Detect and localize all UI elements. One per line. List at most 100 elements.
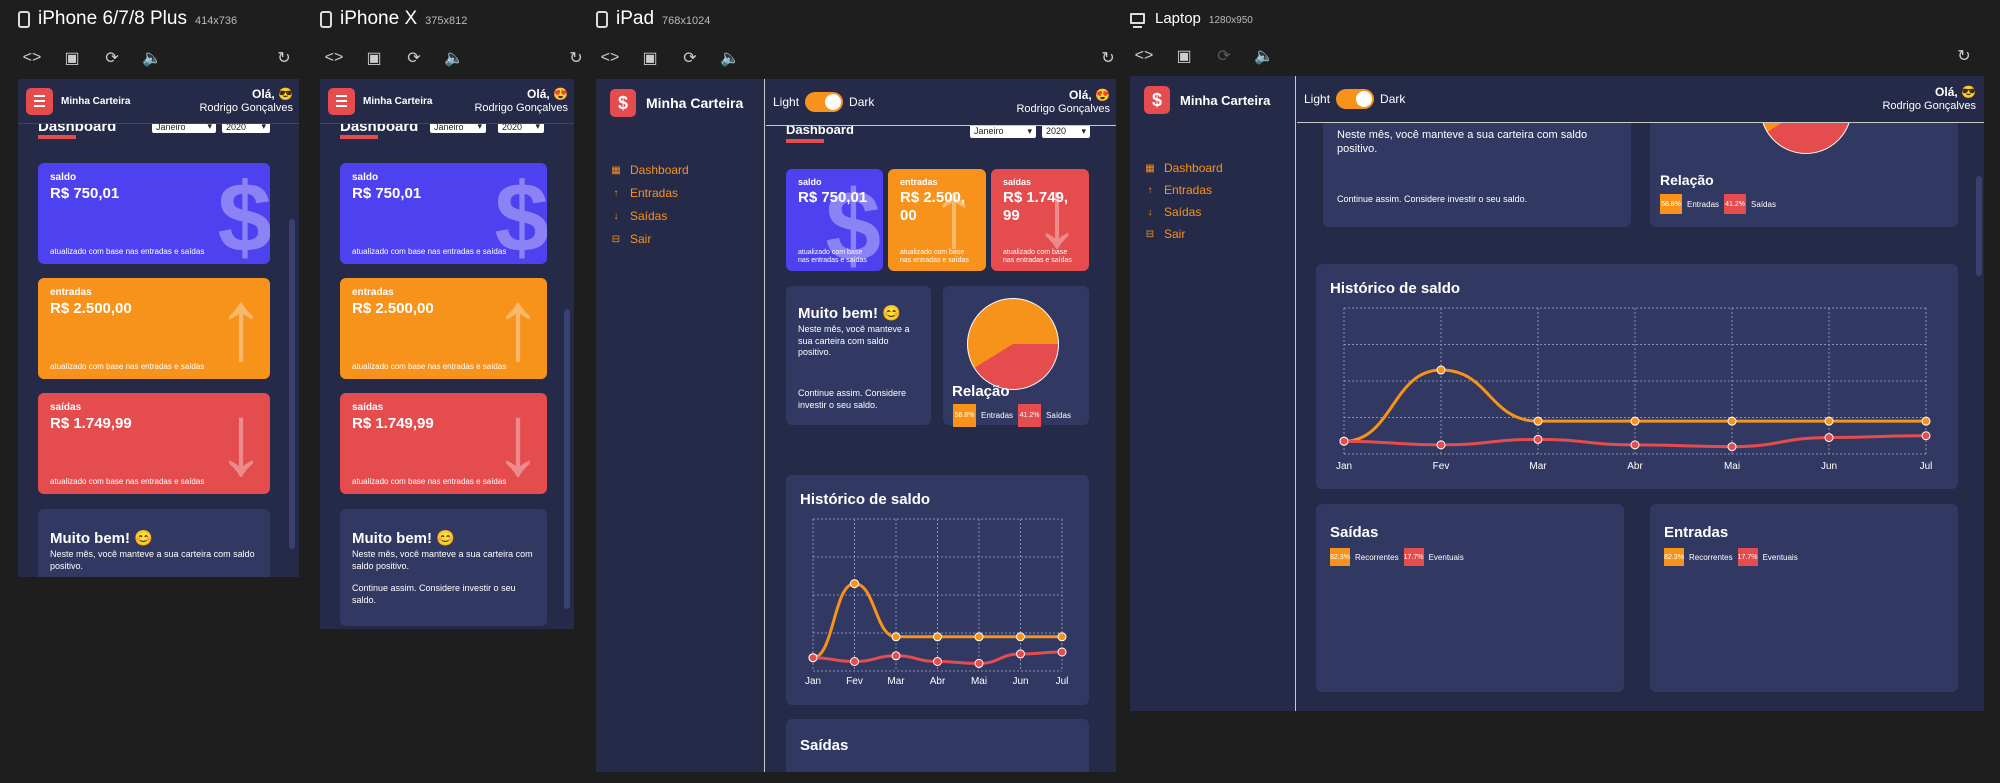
volume-icon[interactable]: 🔈	[142, 50, 162, 67]
tablet-screen: $ Minha Carteira ▦ Dashboard ↑ Entradas ↓ S…	[596, 79, 1116, 772]
sidebar-item-dashboard[interactable]: ▦ Dashboard	[1144, 161, 1223, 175]
sidebar-item-sair[interactable]: ⊟ Sair	[610, 232, 689, 246]
theme-toggle[interactable]: Light Dark	[1304, 89, 1405, 109]
refresh-icon[interactable]: ↻	[1957, 48, 1971, 65]
nav-label: Entradas	[630, 186, 679, 200]
device-toolbar: <> ▣ ⟳ 🔈 ↻	[22, 48, 294, 68]
wallet-logo-icon: $	[1144, 86, 1170, 114]
device-size: 414x736	[194, 15, 238, 27]
scrollbar[interactable]	[289, 219, 295, 549]
year-select[interactable]: 2020 ▾	[1042, 124, 1090, 138]
nav-label: Dashboard	[630, 163, 689, 177]
legend-label: Recorrentes	[1689, 552, 1733, 562]
legend-swatch: 41.2%	[1724, 194, 1747, 214]
data-point	[933, 657, 942, 666]
message-description: Neste mês, você manteve a sua carteira c…	[798, 324, 910, 358]
year-value: 2020	[226, 121, 247, 132]
menu-button[interactable]	[328, 87, 355, 115]
volume-icon[interactable]: 🔈	[720, 50, 740, 67]
camera-icon[interactable]: ▣	[1176, 48, 1192, 65]
device-toolbar: <> ▣ ⟳ 🔈 ↻	[324, 48, 586, 68]
sidebar-item-entradas[interactable]: ↑ Entradas	[1144, 183, 1223, 197]
device-name: Laptop	[1155, 10, 1201, 27]
legend-swatch: 58.8%	[953, 404, 976, 427]
rotate-icon[interactable]: ⟳	[407, 50, 421, 67]
entradas-box: Entradas 82.3% Recorrentes 17.7% Eventua…	[1650, 504, 1958, 692]
scrollbar[interactable]	[564, 309, 570, 609]
sidebar-brand: $ Minha Carteira	[610, 89, 743, 117]
theme-dark-label: Dark	[1380, 92, 1406, 106]
card-title: entradas	[50, 287, 92, 298]
relation-legend: 58.8% Entradas 41.2% Saídas	[953, 404, 1071, 427]
nav-label: Saídas	[1164, 205, 1202, 219]
data-point	[1057, 647, 1067, 657]
card-title: entradas	[352, 287, 394, 298]
card-title: entradas	[900, 177, 938, 187]
camera-icon[interactable]: ▣	[366, 50, 382, 67]
card-value: R$ 2.500,00	[352, 300, 434, 317]
logout-icon: ⊟	[1145, 228, 1155, 240]
month-select[interactable]: Janeiro ▾	[970, 124, 1036, 138]
sidebar-item-dashboard[interactable]: ▦ Dashboard	[610, 163, 689, 177]
theme-toggle[interactable]: Light Dark	[773, 92, 874, 112]
scrollbar[interactable]	[1976, 176, 1982, 276]
saldo-card: saldo R$ 750,01 atualizado com base nas …	[786, 169, 883, 271]
refresh-icon[interactable]: ↻	[569, 50, 583, 67]
code-icon[interactable]: <>	[1134, 47, 1154, 64]
entradas-title: Entradas	[1664, 524, 1729, 541]
toggle-switch[interactable]	[805, 92, 844, 112]
card-footer: atualizado com base nas entradas e saída…	[900, 248, 969, 265]
card-value: R$ 750,01	[50, 185, 120, 202]
sidebar-item-saidas[interactable]: ↓ Saídas	[1144, 205, 1223, 219]
data-point	[850, 579, 859, 589]
toggle-switch[interactable]	[1336, 89, 1375, 109]
arrow-up-icon: ↑	[493, 278, 543, 379]
message-description: Neste mês, você manteve a sua carteira c…	[352, 549, 533, 571]
sidebar-brand: $ Minha Carteira	[1144, 86, 1270, 114]
arrow-up-icon: ↑	[216, 278, 266, 379]
message-description: Neste mês, você manteve a sua carteira c…	[1337, 129, 1588, 156]
legend-label: Entradas	[1687, 199, 1720, 209]
card-footer: atualizado com base nas entradas e saída…	[352, 247, 507, 256]
brand-name: Minha Carteira	[363, 95, 433, 107]
device-name: iPad	[616, 8, 655, 29]
device-header: iPhone 6/7/8 Plus 414x736	[18, 8, 237, 30]
code-icon[interactable]: <>	[22, 49, 42, 66]
refresh-icon[interactable]: ↻	[1101, 50, 1115, 67]
x-tick-label: Abr	[930, 676, 946, 687]
theme-light-label: Light	[773, 95, 800, 109]
entradas-card: entradas R$ 2.500,00 atualizado com base…	[340, 278, 547, 379]
rotate-icon[interactable]: ⟳	[105, 50, 119, 67]
camera-icon[interactable]: ▣	[642, 50, 658, 67]
user-name: Rodrigo Gonçalves	[1882, 99, 1976, 112]
menu-button[interactable]	[26, 87, 53, 115]
title-underline	[38, 135, 76, 139]
code-icon[interactable]: <>	[324, 49, 344, 66]
phone-screen: Minha Carteira Olá, 😎 Rodrigo Gonçalves …	[18, 79, 299, 577]
camera-icon[interactable]: ▣	[64, 50, 80, 67]
code-icon[interactable]: <>	[600, 49, 620, 66]
data-point	[1339, 436, 1349, 446]
sidebar-item-entradas[interactable]: ↑ Entradas	[610, 186, 689, 200]
sidebar-item-sair[interactable]: ⊟ Sair	[1144, 227, 1223, 241]
user-name: Rodrigo Gonçalves	[1016, 102, 1110, 115]
theme-dark-label: Dark	[849, 95, 875, 109]
x-tick-label: Fev	[846, 676, 863, 687]
volume-icon[interactable]: 🔈	[1254, 48, 1274, 65]
data-point	[1727, 416, 1737, 426]
history-box: Histórico de saldo Jan Fev Mar Abr Mai Jun Jul	[1316, 264, 1958, 489]
arrow-down-icon: ↓	[216, 393, 266, 494]
sidebar-item-saidas[interactable]: ↓ Saídas	[610, 209, 689, 223]
legend-label: Entradas	[981, 411, 1014, 420]
message-title: Muito bem! 😊	[50, 530, 153, 547]
user-name: Rodrigo Gonçalves	[474, 101, 568, 114]
volume-icon[interactable]: 🔈	[444, 50, 464, 67]
rotate-icon[interactable]: ⟳	[683, 50, 697, 67]
refresh-icon[interactable]: ↻	[277, 50, 291, 67]
user-greeting: Olá, 😍 Rodrigo Gonçalves	[1016, 88, 1116, 117]
nav-label: Dashboard	[1164, 161, 1223, 175]
legend-label: Recorrentes	[1355, 552, 1399, 562]
card-title: saídas	[50, 402, 82, 413]
saidas-card: saídas R$ 1.749,99 atualizado com base n…	[340, 393, 547, 494]
device-toolbar: <> ▣ ⟳ 🔈 ↻	[1134, 46, 1974, 66]
